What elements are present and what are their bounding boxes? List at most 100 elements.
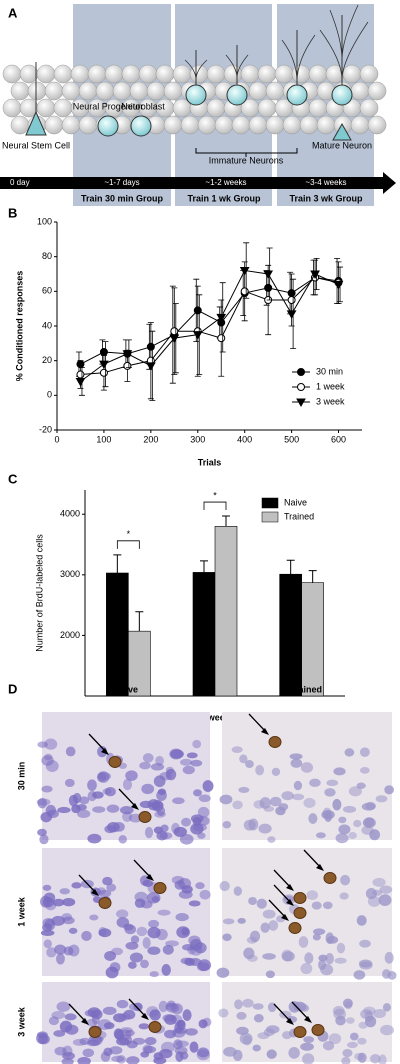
nucleus (357, 1037, 367, 1045)
cell (206, 98, 226, 118)
nucleus (322, 901, 333, 910)
nucleus (324, 788, 336, 797)
nucleus (222, 918, 235, 925)
marker (122, 350, 133, 359)
cell (180, 115, 200, 135)
nucleus (341, 1056, 351, 1064)
nucleus (332, 1005, 345, 1016)
nucleus (92, 806, 106, 813)
nucleus (36, 798, 51, 806)
y-tick-label: -20 (39, 424, 52, 434)
dendrite (319, 21, 369, 81)
nucleus (378, 894, 392, 906)
cell (95, 81, 115, 101)
nucleus (109, 962, 121, 973)
arrow-head (286, 1018, 294, 1025)
nucleus (164, 1029, 177, 1039)
cell (197, 115, 217, 135)
nucleus (304, 952, 314, 964)
marker (297, 368, 305, 376)
legend-label: 30 min (316, 366, 343, 376)
nucleus (151, 896, 160, 903)
nucleus (43, 939, 52, 949)
cell (359, 98, 379, 118)
nucleus (38, 1034, 50, 1045)
nucleus (353, 970, 366, 980)
y-tick-label: 60 (42, 286, 52, 296)
marker (170, 327, 179, 336)
nucleus (161, 964, 171, 976)
cell (129, 81, 149, 101)
dendrite (184, 59, 208, 81)
marker (145, 362, 156, 371)
nucleus (158, 1000, 168, 1013)
cell (2, 98, 22, 118)
nucleus (140, 959, 149, 969)
cell (36, 64, 56, 84)
nucleus (318, 959, 327, 971)
nucleus (98, 928, 112, 938)
nucleus (127, 961, 137, 969)
labeled-cell (288, 922, 302, 934)
marker (296, 398, 306, 408)
nucleus (153, 775, 166, 788)
marker (192, 331, 203, 340)
nucleus (141, 783, 155, 795)
nucleus (72, 1038, 87, 1046)
cell (350, 81, 370, 101)
nucleus (179, 834, 194, 845)
nucleus (41, 785, 53, 793)
nucleus (363, 1006, 376, 1015)
nucleus (336, 942, 346, 954)
marker (263, 270, 274, 280)
nucleus (384, 951, 394, 964)
nucleus (253, 800, 265, 809)
nucleus (342, 998, 353, 1009)
nucleus (158, 1048, 173, 1059)
labeled-cell (293, 1026, 307, 1038)
marker (99, 368, 108, 377)
panel-label: C (8, 471, 18, 486)
labeled-cell (293, 907, 307, 919)
nucleus (325, 932, 335, 944)
marker (333, 280, 344, 290)
x-tick-label: 0 (54, 434, 59, 444)
nucleus (41, 755, 54, 766)
nucleus (353, 819, 362, 828)
micrograph (36, 982, 212, 1064)
nucleus (325, 953, 334, 965)
x-tick-label: 1 week (200, 712, 231, 722)
marker (297, 383, 305, 391)
diagram-label: Train 3 wk Group (289, 193, 363, 203)
nucleus (143, 1045, 157, 1054)
nucleus (176, 926, 190, 939)
nucleus (259, 797, 271, 809)
cell (282, 115, 302, 135)
micrograph (40, 848, 212, 979)
nucleus (165, 768, 177, 781)
nucleus (113, 1028, 123, 1040)
nucleus (382, 1003, 391, 1012)
nucleus (358, 959, 373, 968)
nucleus (96, 772, 107, 783)
nucleus (133, 1002, 143, 1012)
nucleus (68, 944, 80, 957)
cell (286, 84, 308, 106)
nucleus (107, 821, 120, 833)
nucleus (111, 1055, 125, 1062)
cell (316, 115, 336, 135)
significance-label: * (127, 529, 131, 539)
nucleus (142, 879, 154, 887)
marker (217, 334, 226, 343)
cell (19, 64, 39, 84)
arrow-head (316, 864, 324, 871)
nucleus (196, 1049, 210, 1061)
cell (291, 64, 311, 84)
bar (192, 572, 216, 697)
cell (112, 81, 132, 101)
nucleus (68, 927, 78, 934)
marker (75, 377, 86, 387)
bar (279, 573, 302, 697)
nucleus (104, 950, 117, 962)
cell (27, 81, 47, 101)
